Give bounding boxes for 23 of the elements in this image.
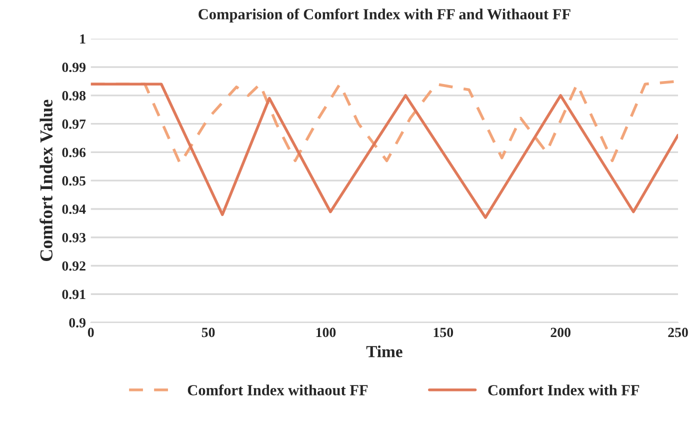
y-tick-label: 0.97 <box>62 119 86 129</box>
x-tick-label: 50 <box>202 328 215 338</box>
chart-title: Comparision of Comfort Index with FF and Withaout FF <box>198 8 570 23</box>
x-tick-label: 100 <box>316 328 336 338</box>
y-tick-label: 0.93 <box>62 232 86 242</box>
y-tick-label: 1 <box>80 34 86 44</box>
y-axis-title: Comfort Index Value <box>40 100 53 261</box>
y-tick-label: 0.96 <box>62 148 86 158</box>
y-tick-label: 0.91 <box>62 290 86 300</box>
y-tick-label: 0.98 <box>62 91 86 100</box>
x-tick-label: 250 <box>668 328 688 338</box>
x-tick-label: 200 <box>550 328 570 338</box>
x-axis-title: Time <box>366 346 402 358</box>
line-series <box>90 82 678 219</box>
y-tick-label: 0.95 <box>62 176 86 186</box>
y-tick-label: 0.92 <box>62 261 86 271</box>
legend-label: Comfort Index withaout FF <box>188 384 368 396</box>
y-tick-label: 0.94 <box>62 204 86 214</box>
y-tick-label: 0.9 <box>69 318 86 328</box>
legend-label: Comfort Index with FF <box>488 384 640 396</box>
x-tick-label: 0 <box>88 328 94 338</box>
x-tick-label: 150 <box>434 328 454 338</box>
y-tick-label: 0.99 <box>62 62 86 72</box>
